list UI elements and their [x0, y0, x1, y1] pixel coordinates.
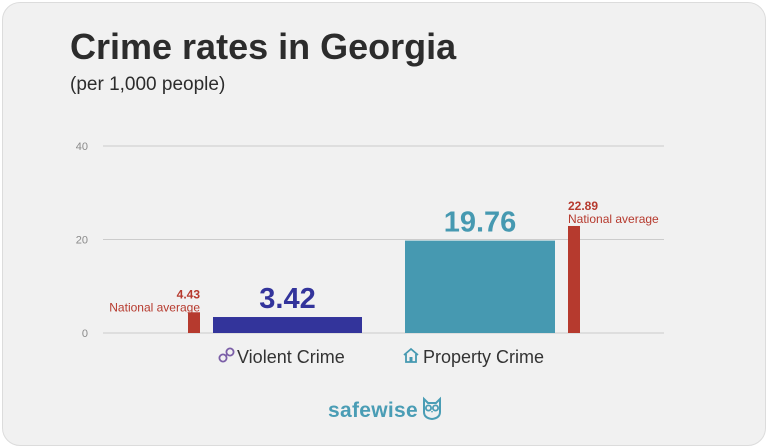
value-bar: [405, 240, 555, 333]
owl-icon: [422, 396, 442, 425]
chart-subtitle: (per 1,000 people): [70, 74, 226, 95]
value-label: 19.76: [444, 207, 517, 239]
brand-name: safewise: [328, 398, 418, 422]
national-average-bar: [568, 225, 580, 333]
handcuffs-icon: [218, 347, 235, 363]
category-label: Violent Crime: [237, 347, 345, 367]
y-tick-label: 0: [82, 328, 88, 340]
national-average-label: National average: [568, 212, 659, 226]
national-average-value: 4.43: [177, 287, 201, 301]
y-tick-label: 40: [76, 141, 88, 153]
y-tick-label: 20: [76, 235, 88, 247]
brand-logo: safewise: [328, 396, 442, 425]
value-bar: [213, 317, 362, 333]
national-average-bar: [188, 312, 200, 333]
national-average-value: 22.89: [568, 199, 598, 213]
value-label: 3.42: [259, 283, 315, 315]
national-average-label: National average: [109, 300, 200, 314]
category-label: Property Crime: [423, 347, 544, 367]
chart-title: Crime rates in Georgia: [70, 26, 457, 67]
house-icon: [403, 347, 419, 363]
